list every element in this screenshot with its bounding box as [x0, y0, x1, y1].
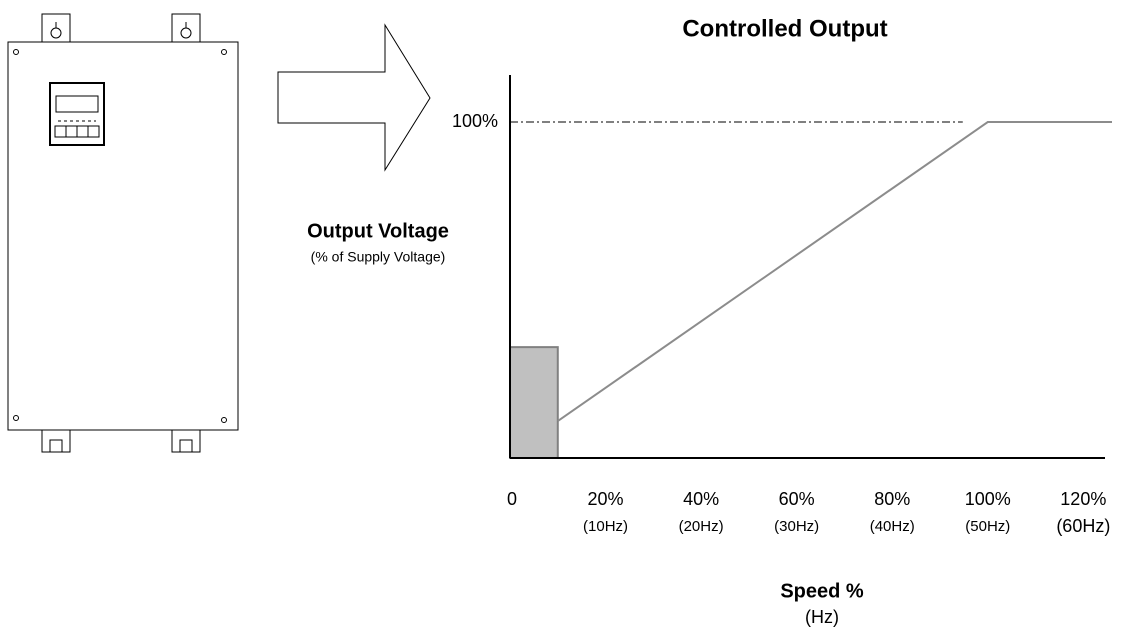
mount-tab: [42, 430, 70, 452]
x-tick-sublabel: (40Hz): [870, 518, 915, 535]
screw: [14, 50, 19, 55]
drive-unit: [8, 14, 238, 452]
x-axis-sublabel: (Hz): [805, 607, 839, 627]
arrow: [278, 25, 430, 170]
screw: [222, 418, 227, 423]
mount-slot: [50, 440, 192, 452]
mount-tab: [172, 430, 200, 452]
y-axis-sublabel: (% of Supply Voltage): [311, 249, 446, 265]
x-tick-label: 80%: [874, 489, 910, 509]
x-tick-label: 40%: [683, 489, 719, 509]
mount-hole: [51, 28, 61, 38]
keypad-buttons: [55, 126, 99, 137]
x-axis-label: Speed %: [780, 580, 864, 602]
x-tick-label: 20%: [588, 489, 624, 509]
mount-hole: [181, 28, 191, 38]
boost-region: [510, 347, 558, 458]
x-tick-label: 60%: [779, 489, 815, 509]
x-tick-sublabel: (50Hz): [965, 518, 1010, 535]
x-tick-sublabel: (60Hz): [1056, 516, 1110, 536]
output-line: [558, 122, 1112, 421]
page: Controlled Output Output Voltage (% of S…: [0, 0, 1135, 637]
chart-title: Controlled Output: [682, 15, 887, 42]
x-tick-label: 120%: [1060, 489, 1106, 509]
x-tick-sublabel: (10Hz): [583, 518, 628, 535]
x-tick-sublabel: (30Hz): [774, 518, 819, 535]
keypad-display: [56, 96, 98, 112]
y-tick-label: 100%: [452, 111, 498, 131]
enclosure: [8, 42, 238, 430]
x-tick-label: 0: [507, 489, 517, 509]
y-axis-label: Output Voltage: [307, 220, 449, 242]
x-tick-sublabel: (20Hz): [679, 518, 724, 535]
x-tick-label: 100%: [965, 489, 1011, 509]
screw: [14, 416, 19, 421]
screw: [222, 50, 227, 55]
